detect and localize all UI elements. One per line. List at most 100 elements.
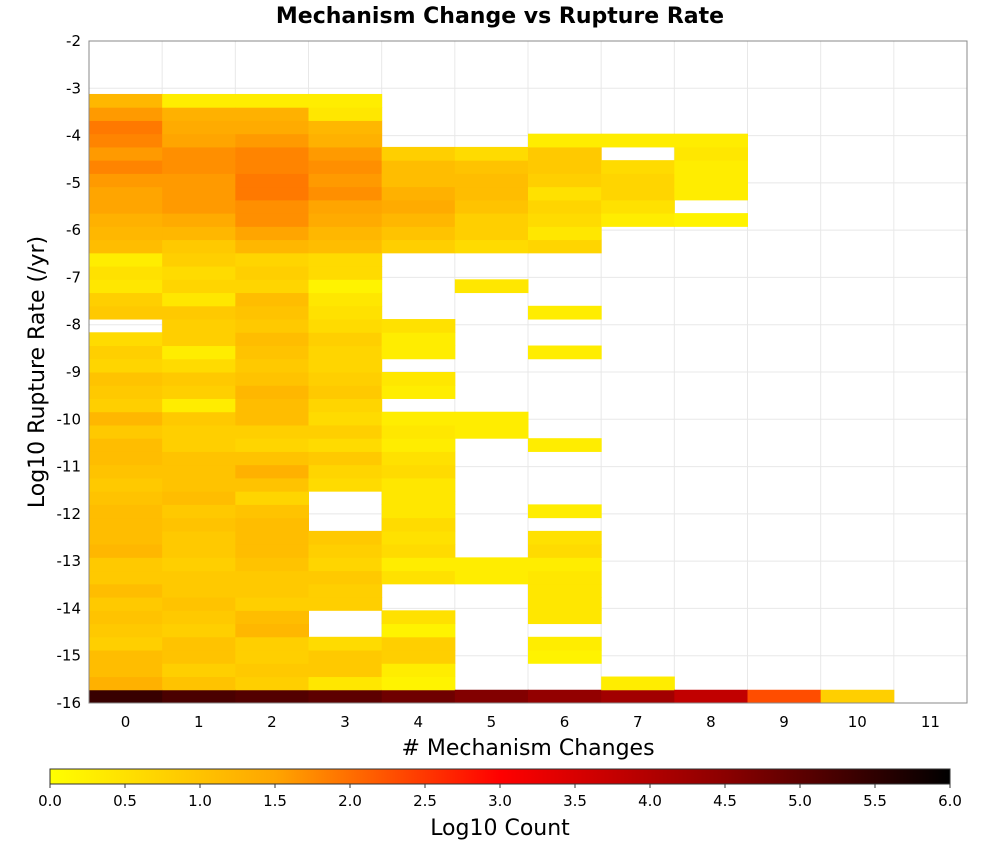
heatmap-cell (235, 451, 309, 466)
heatmap-cell (308, 332, 383, 347)
heatmap-cell (308, 358, 383, 373)
y-tick-label: -13 (57, 552, 82, 570)
heatmap-cell (308, 173, 383, 188)
heatmap-cell (528, 213, 602, 227)
heatmap-cell (235, 292, 309, 307)
heatmap-cell (162, 597, 236, 611)
heatmap-cell (454, 160, 529, 174)
colorbar-tick-label: 1.0 (188, 792, 212, 810)
heatmap-cell (528, 146, 602, 161)
heatmap-cell (162, 160, 236, 174)
heatmap-cell (89, 345, 163, 360)
heatmap-cell (381, 544, 456, 558)
heatmap-cell (162, 345, 236, 360)
heatmap-cell (162, 199, 236, 214)
heatmap-cell (381, 411, 456, 426)
heatmap-cell (235, 345, 309, 360)
heatmap-cell (235, 93, 309, 108)
heatmap-cell (308, 398, 383, 413)
heatmap-cell (235, 597, 309, 611)
heatmap-cell (381, 570, 456, 585)
heatmap-cell (162, 305, 236, 320)
heatmap-cell (454, 226, 529, 241)
heatmap-cell (162, 544, 236, 558)
heatmap-cell (89, 504, 163, 519)
heatmap-cell (235, 319, 309, 333)
heatmap-cell (381, 239, 456, 254)
heatmap-cell (89, 623, 163, 638)
heatmap-cell (235, 120, 309, 135)
heatmap-cell (308, 372, 383, 386)
heatmap-cell (674, 689, 748, 704)
heatmap-cell (162, 173, 236, 188)
heatmap-cell (674, 133, 748, 148)
heatmap-cell (89, 358, 163, 373)
heatmap-cell (89, 279, 163, 294)
y-tick-label: -2 (66, 32, 81, 50)
heatmap-cell (162, 120, 236, 135)
x-tick-label: 3 (340, 713, 350, 731)
heatmap-cell (89, 464, 163, 479)
heatmap-cell (308, 438, 383, 452)
heatmap-cell (89, 517, 163, 532)
chart-title: Mechanism Change vs Rupture Rate (276, 4, 724, 29)
heatmap-cell (89, 186, 163, 201)
heatmap-cell (89, 226, 163, 241)
heatmap-cell (162, 252, 236, 267)
heatmap-cell (162, 491, 236, 505)
heatmap-cell (89, 385, 163, 399)
heatmap-cell (89, 252, 163, 267)
heatmap-cell (381, 173, 456, 188)
heatmap-cell (235, 279, 309, 294)
heatmap-cell (528, 557, 602, 572)
colorbar-tick-label: 0.0 (38, 792, 62, 810)
x-tick-label: 7 (633, 713, 643, 731)
heatmap-cell (308, 266, 383, 280)
heatmap-cell (381, 530, 456, 545)
heatmap-cell (528, 438, 602, 452)
heatmap-cell (89, 411, 163, 426)
heatmap-cell (528, 650, 602, 664)
heatmap-cell (235, 663, 309, 678)
heatmap-cell (308, 186, 383, 201)
heatmap-cell (89, 107, 163, 121)
heatmap-cell (235, 636, 309, 651)
heatmap-cell (381, 689, 456, 704)
heatmap-cell (162, 451, 236, 466)
heatmap-cell (235, 491, 309, 505)
colorbar-tick-label: 5.0 (788, 792, 812, 810)
colorbar-label: Log10 Count (430, 816, 570, 841)
heatmap-cell (89, 213, 163, 227)
heatmap-cell (162, 557, 236, 572)
heatmap-cell (308, 160, 383, 174)
colorbar-tick-label: 2.5 (413, 792, 437, 810)
heatmap-cell (381, 504, 456, 519)
heatmap-cell (308, 305, 383, 320)
heatmap-cell (89, 557, 163, 572)
heatmap-cell (381, 213, 456, 227)
heatmap-cell (308, 252, 383, 267)
heatmap-cell (89, 570, 163, 585)
colorbar-tick-label: 5.5 (863, 792, 887, 810)
x-tick-label: 8 (706, 713, 716, 731)
heatmap-cell (89, 292, 163, 307)
y-tick-label: -15 (57, 647, 82, 665)
y-tick-label: -8 (66, 316, 81, 334)
heatmap-cell (381, 372, 456, 386)
heatmap-cell (308, 636, 383, 651)
y-tick-label: -3 (66, 79, 81, 97)
heatmap-cell (601, 213, 675, 227)
x-tick-label: 0 (121, 713, 131, 731)
y-tick-label: -16 (57, 694, 82, 712)
x-tick-label: 2 (267, 713, 277, 731)
heatmap-cell (308, 451, 383, 466)
heatmap-cell (528, 610, 602, 625)
heatmap-cell (381, 517, 456, 532)
heatmap-cell (381, 186, 456, 201)
heatmap-cell (381, 199, 456, 214)
y-tick-label: -5 (66, 174, 81, 192)
heatmap-cell (89, 239, 163, 254)
heatmap-cell (820, 689, 895, 704)
heatmap-cell (162, 636, 236, 651)
